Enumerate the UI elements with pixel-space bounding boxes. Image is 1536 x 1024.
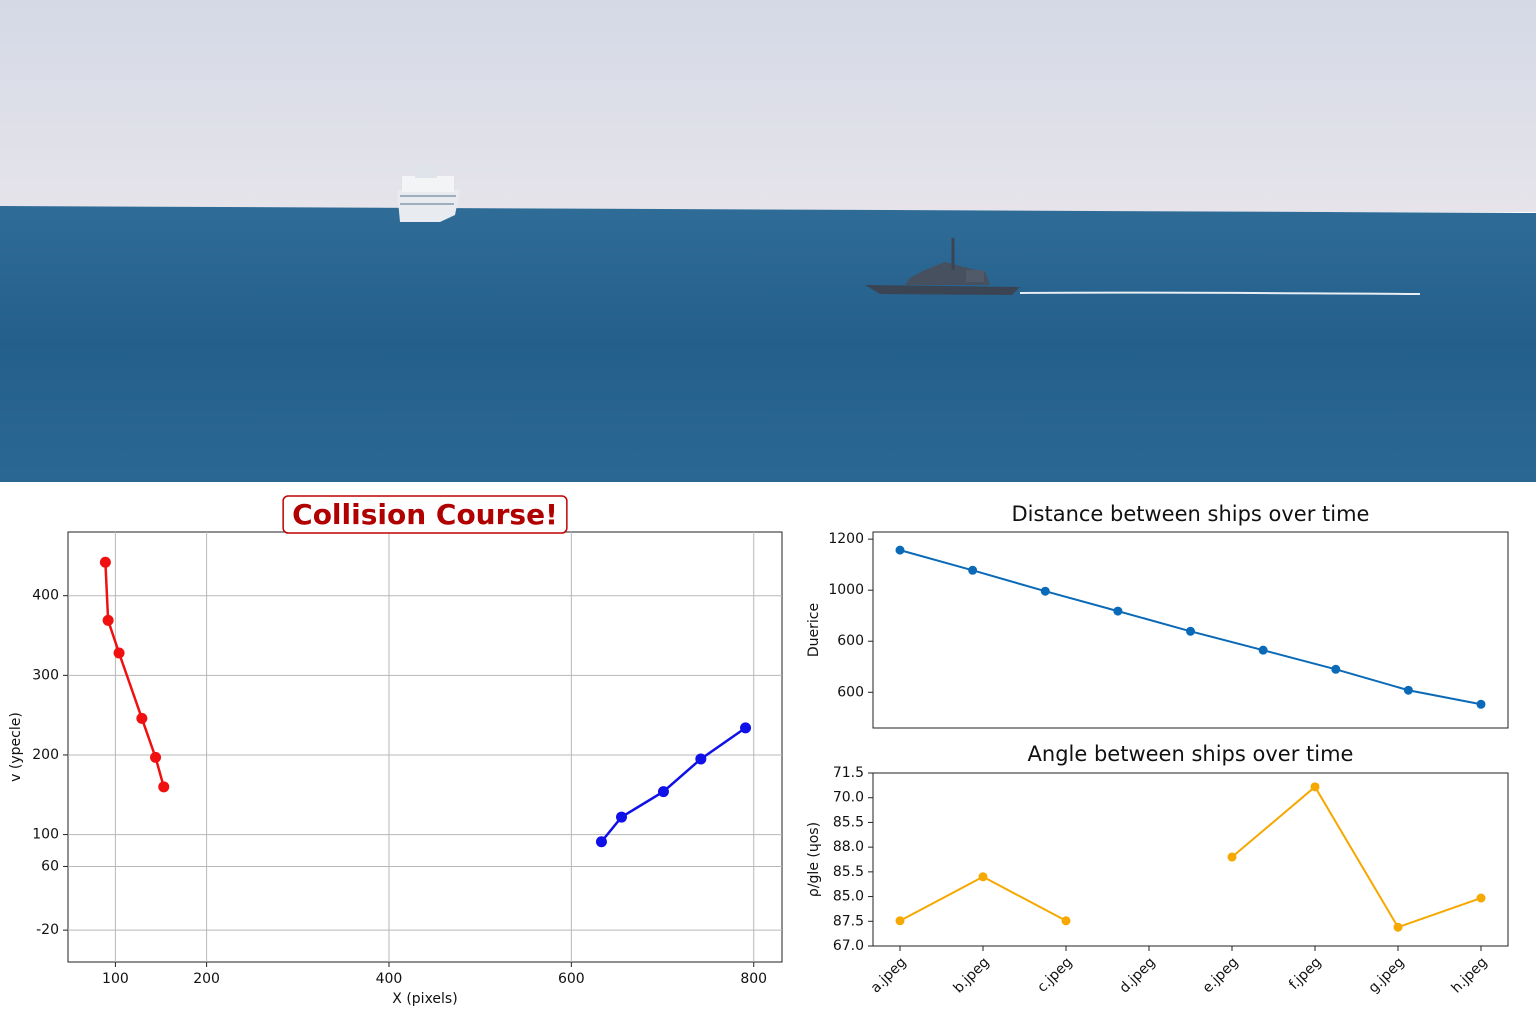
y-tick-label: 88.0 bbox=[833, 839, 864, 855]
point bbox=[1393, 922, 1403, 932]
chart: 67.0 87.5 85.0 85.5 88.0 85.5 70.0 71.5 a.jpeg b.… bbox=[806, 742, 1509, 997]
warship bbox=[865, 238, 1421, 295]
point bbox=[740, 722, 752, 734]
point bbox=[1331, 664, 1341, 674]
x-tick-label: 200 bbox=[193, 971, 220, 987]
y-tick-label: 1200 bbox=[828, 531, 864, 547]
y-tick-label: 71.5 bbox=[833, 765, 864, 781]
point bbox=[150, 751, 162, 763]
sky bbox=[0, 0, 1536, 212]
point bbox=[616, 811, 628, 823]
point bbox=[136, 712, 148, 724]
y-tick-label: 85.5 bbox=[833, 864, 864, 880]
x-tick-label: 600 bbox=[558, 971, 585, 987]
point bbox=[895, 545, 905, 555]
point bbox=[1403, 685, 1413, 695]
y-tick-label: 600 bbox=[837, 684, 864, 700]
chart-title: Distance between ships over time bbox=[1012, 502, 1370, 526]
x-tick-label: 800 bbox=[740, 971, 767, 987]
point bbox=[158, 781, 170, 793]
y-tick-label: 300 bbox=[32, 667, 59, 683]
chart: 1200 1000 600 600 Duerice Distance between sh… bbox=[806, 502, 1509, 729]
y-tick-label: 67.0 bbox=[833, 938, 864, 954]
point bbox=[657, 786, 669, 798]
x-tick-label: g.jpeg bbox=[1365, 954, 1407, 996]
point bbox=[1227, 852, 1237, 862]
point bbox=[99, 556, 111, 568]
cruise-ship bbox=[397, 166, 460, 222]
y-axis-label: Duerice bbox=[806, 603, 822, 657]
chart: 400 300 200 100 60 -20 100 200 400 600 800 X (pixel… bbox=[8, 495, 783, 1007]
y-tick-label: 400 bbox=[32, 588, 59, 604]
x-axis-label: X (pixels) bbox=[392, 991, 457, 1007]
point bbox=[1310, 782, 1320, 792]
y-tick-label: 60 bbox=[41, 858, 59, 874]
x-tick-label: d.jpeg bbox=[1116, 954, 1158, 996]
y-tick-label: 600 bbox=[837, 633, 864, 649]
x-tick-label: f.jpeg bbox=[1286, 954, 1325, 993]
photo bbox=[0, 0, 1536, 482]
point bbox=[1476, 893, 1486, 903]
x-tick-label: a.jpeg bbox=[868, 954, 910, 996]
point bbox=[895, 916, 905, 926]
point bbox=[102, 614, 114, 626]
y-tick-label: 85.0 bbox=[833, 889, 864, 905]
point bbox=[695, 753, 707, 765]
x-tick-label: b.jpeg bbox=[950, 954, 992, 996]
y-tick-label: 87.5 bbox=[833, 913, 864, 929]
y-tick-label: -20 bbox=[36, 922, 59, 938]
y-tick-label: 100 bbox=[32, 827, 59, 843]
x-tick-label: 100 bbox=[102, 971, 129, 987]
sea bbox=[0, 206, 1536, 482]
point bbox=[595, 836, 607, 848]
point bbox=[1061, 916, 1071, 926]
chart-title: Angle between ships over time bbox=[1028, 742, 1354, 766]
y-axis-label: ρ/gle (ɥos) bbox=[806, 822, 822, 897]
point bbox=[1186, 626, 1195, 636]
point bbox=[1113, 606, 1123, 616]
y-tick-label: 1000 bbox=[828, 582, 864, 598]
point bbox=[978, 872, 988, 882]
plot-area bbox=[872, 772, 1509, 947]
point bbox=[1040, 586, 1050, 596]
x-tick-label: e.jpeg bbox=[1200, 954, 1242, 996]
x-tick-label: c.jpeg bbox=[1034, 954, 1075, 995]
y-tick-label: 70.0 bbox=[833, 790, 864, 806]
point bbox=[1258, 645, 1268, 655]
y-axis-label: v (ypecle) bbox=[8, 712, 24, 782]
y-tick-label: 85.5 bbox=[833, 814, 864, 830]
title-box bbox=[282, 495, 568, 534]
point bbox=[1476, 699, 1486, 709]
plot-area bbox=[67, 531, 783, 963]
x-tick-label: h.jpeg bbox=[1449, 954, 1491, 996]
point bbox=[113, 647, 125, 659]
point bbox=[968, 565, 978, 575]
x-tick-label: 400 bbox=[376, 971, 403, 987]
y-tick-label: 200 bbox=[32, 747, 59, 763]
chart-title: Collision Course! bbox=[292, 498, 558, 531]
